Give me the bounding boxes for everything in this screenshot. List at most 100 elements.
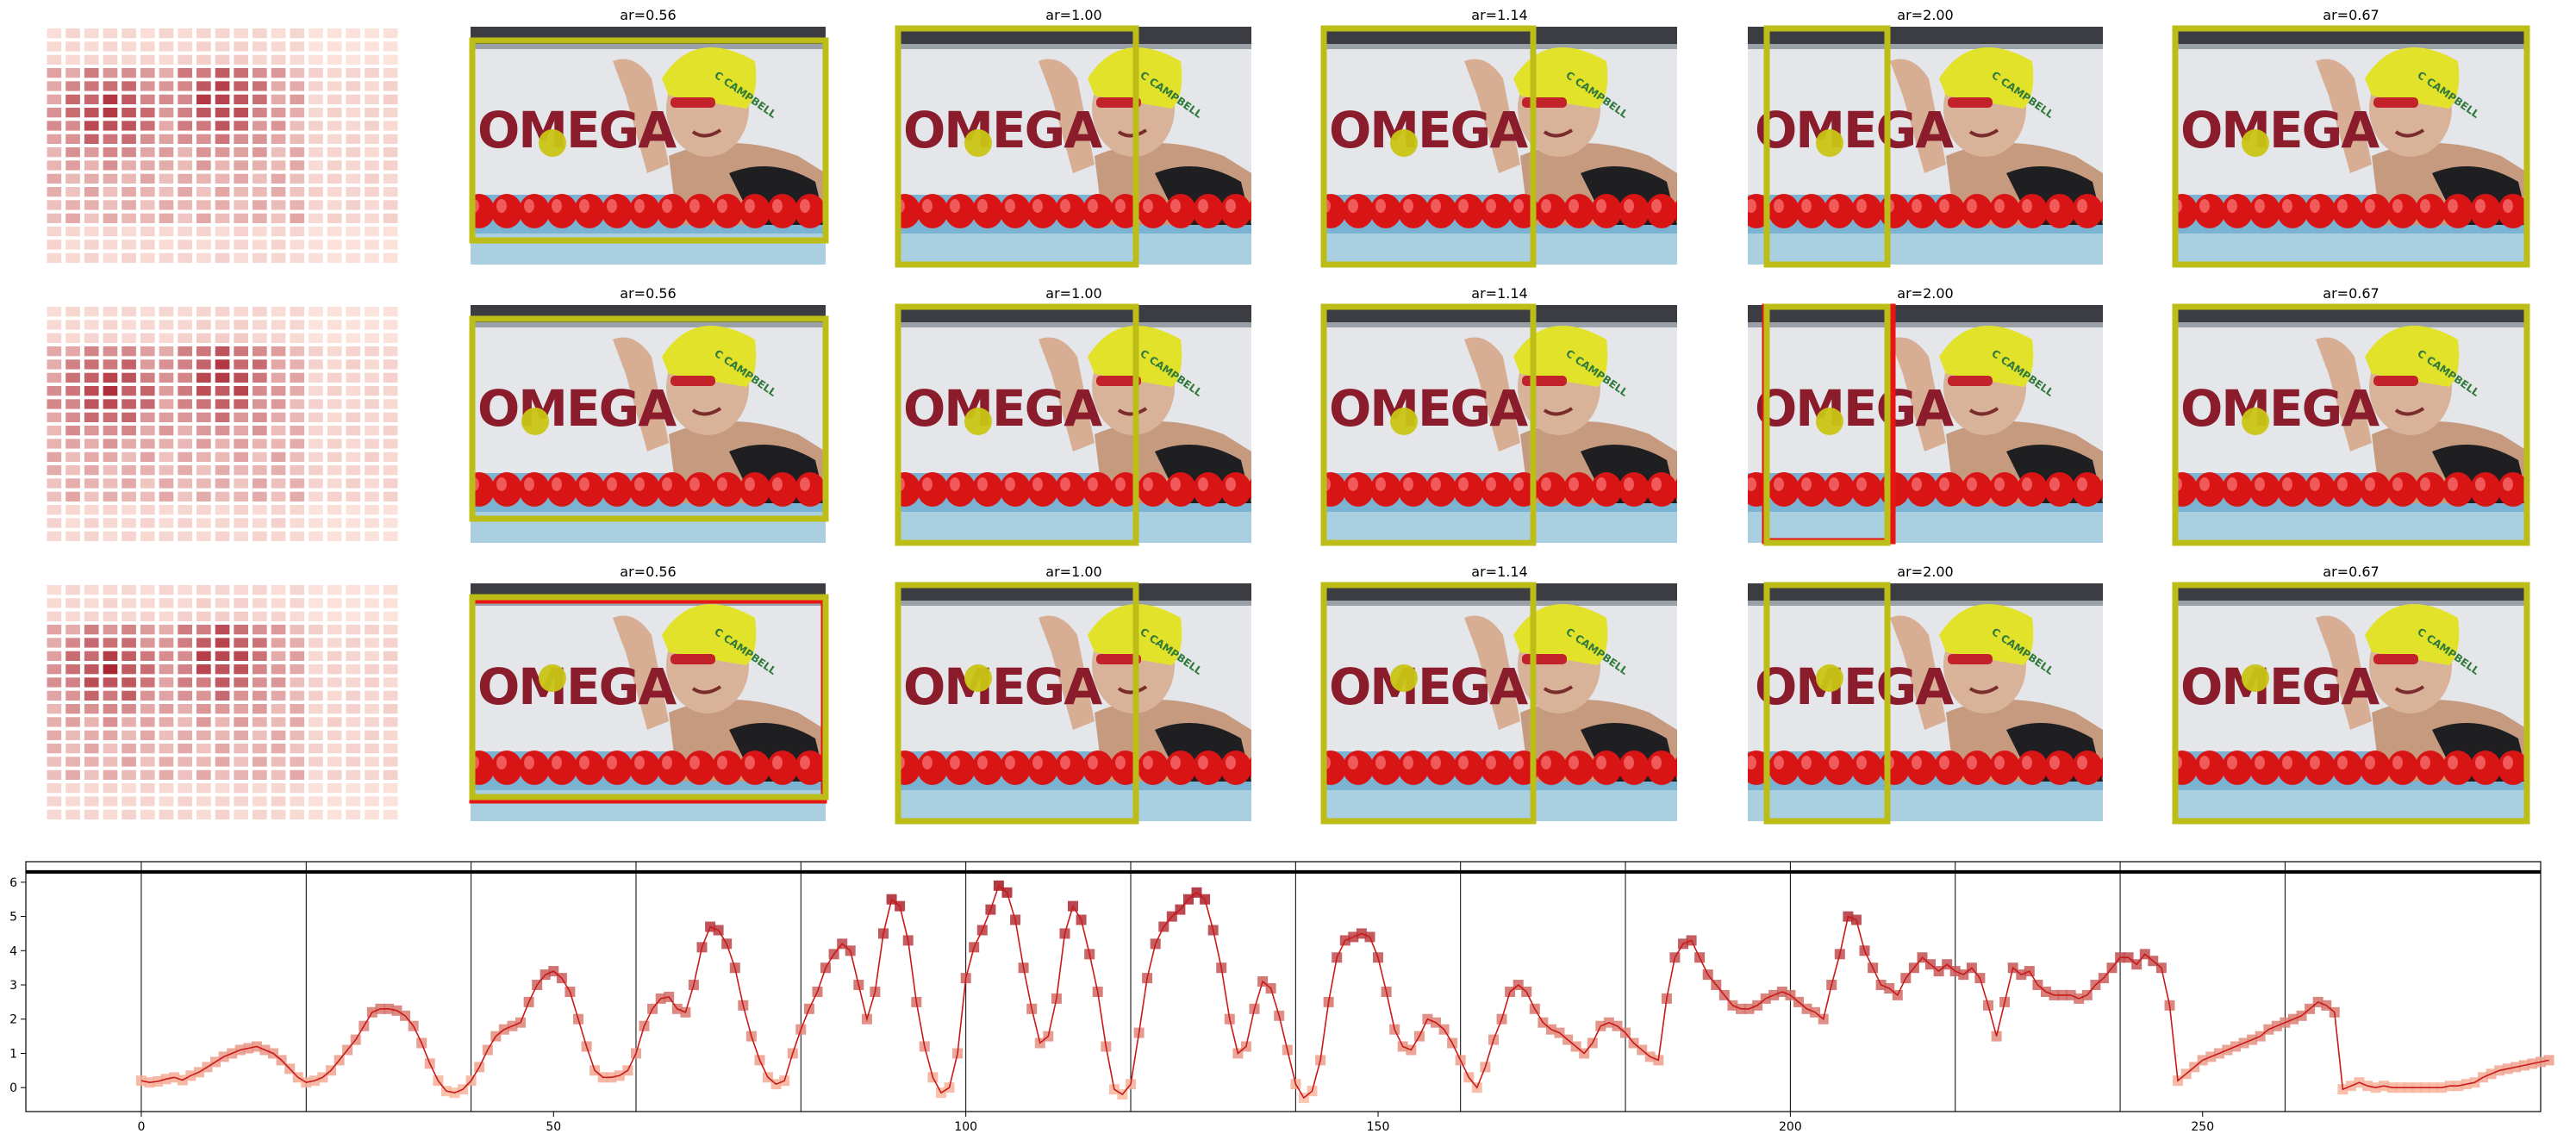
heatmap-cell — [290, 809, 305, 819]
heatmap-cell — [383, 359, 398, 370]
heatmap-cell — [253, 147, 267, 158]
heatmap-cell — [196, 783, 211, 794]
heatmap-cell — [271, 677, 286, 688]
heatmap-cell — [159, 677, 174, 688]
lane-rope-highlight — [1679, 477, 1689, 491]
lane-rope-float — [1646, 472, 1677, 507]
heatmap-cell — [178, 465, 192, 476]
heatmap-cell — [365, 252, 379, 263]
lane-rope-highlight — [717, 756, 727, 769]
heatmap-cell — [196, 717, 211, 727]
heatmap-cell — [309, 121, 323, 131]
lane-rope-highlight — [524, 756, 534, 769]
heatmap-cell — [253, 518, 267, 528]
lane-rope-highlight — [1348, 477, 1358, 491]
lane-rope-highlight — [1403, 199, 1413, 213]
lane-rope-float — [1165, 472, 1196, 507]
heatmap-cell — [365, 320, 379, 330]
heatmap-cell — [159, 240, 174, 250]
heatmap-cell — [253, 796, 267, 807]
heatmap-cell — [65, 518, 80, 528]
heatmap-cell — [383, 465, 398, 476]
heatmap-cell — [84, 147, 99, 158]
heatmap-cell — [196, 531, 211, 541]
heatmap-cell — [271, 81, 286, 91]
lane-rope-highlight — [579, 199, 589, 213]
heatmap-cell — [327, 677, 342, 688]
x-tick-label: 0 — [137, 1120, 145, 1134]
heatmap-cell — [309, 28, 323, 39]
heatmap-cell — [84, 598, 99, 608]
heatmap-cell — [327, 717, 342, 727]
swimmer-goggles — [1948, 97, 1993, 108]
crop-box — [2172, 303, 2530, 546]
heatmap-cell — [234, 651, 248, 661]
lane-rope-float — [2249, 751, 2280, 785]
heatmap-cell — [122, 94, 136, 104]
heatmap-cell — [234, 744, 248, 754]
lane-rope-float — [1370, 472, 1401, 507]
lane-rope-highlight — [634, 756, 645, 769]
heatmap-panel — [45, 27, 400, 265]
heatmap-cell — [215, 426, 230, 436]
swimmer-goggles — [1096, 376, 1141, 386]
heatmap-cell — [365, 730, 379, 740]
lane-rope-float — [795, 472, 826, 507]
heatmap-cell — [327, 359, 342, 370]
photo-gutter — [1322, 322, 1677, 327]
lane-rope-highlight — [717, 477, 727, 491]
heatmap-cell — [383, 227, 398, 237]
heatmap-cell — [327, 372, 342, 383]
heatmap-cell — [140, 796, 155, 807]
heatmap-cell — [327, 598, 342, 608]
heatmap-cell — [234, 717, 248, 727]
photo-gutter — [1748, 322, 2103, 327]
heatmap-cell — [309, 426, 323, 436]
lane-rope-float — [684, 472, 715, 507]
swimmer-arm — [1464, 59, 1520, 173]
lane-rope-highlight — [1774, 199, 1784, 213]
lane-rope-highlight — [1375, 199, 1386, 213]
heatmap-cell — [47, 372, 62, 383]
heatmap-cell — [140, 333, 155, 343]
lane-rope-highlight — [2365, 477, 2375, 491]
heatmap-cell — [140, 491, 155, 501]
heatmap-cell — [159, 598, 174, 608]
heatmap-cell — [47, 134, 62, 144]
swimmer-arm — [1890, 615, 1946, 730]
heatmap-cell — [327, 333, 342, 343]
heatmap-background — [45, 583, 400, 821]
heatmap-cell — [271, 386, 286, 396]
heatmap-cell — [253, 585, 267, 595]
heatmap-cell — [84, 625, 99, 635]
heatmap-cell — [365, 796, 379, 807]
heatmap-cell — [327, 465, 342, 476]
lane-rope-float — [2072, 472, 2103, 507]
heatmap-cell — [122, 68, 136, 78]
heatmap-cell — [103, 81, 118, 91]
heatmap-cell — [234, 386, 248, 396]
heatmap-cell — [47, 200, 62, 210]
heatmap-cell — [159, 187, 174, 197]
heatmap-cell — [103, 638, 118, 648]
heatmap-cell — [103, 359, 118, 370]
heatmap-cell — [84, 452, 99, 462]
heatmap-cell — [122, 783, 136, 794]
heatmap-cell — [196, 147, 211, 158]
heatmap-cell — [65, 677, 80, 688]
heatmap-cell — [327, 54, 342, 65]
lane-rope-float — [1370, 194, 1401, 228]
swimmer-smile — [1117, 407, 1148, 416]
heatmap-cell — [65, 173, 80, 184]
heatmap-cell — [159, 690, 174, 701]
heatmap-cell — [84, 769, 99, 780]
heatmap-cell — [327, 505, 342, 515]
heatmap-cell — [234, 518, 248, 528]
heatmap-cell — [253, 68, 267, 78]
heatmap-cell — [365, 518, 379, 528]
lane-rope-highlight — [689, 477, 700, 491]
lane-rope-float — [684, 751, 715, 785]
heatmap-cell — [383, 491, 398, 501]
lane-rope-highlight — [2310, 477, 2320, 491]
heatmap-cell — [234, 478, 248, 489]
